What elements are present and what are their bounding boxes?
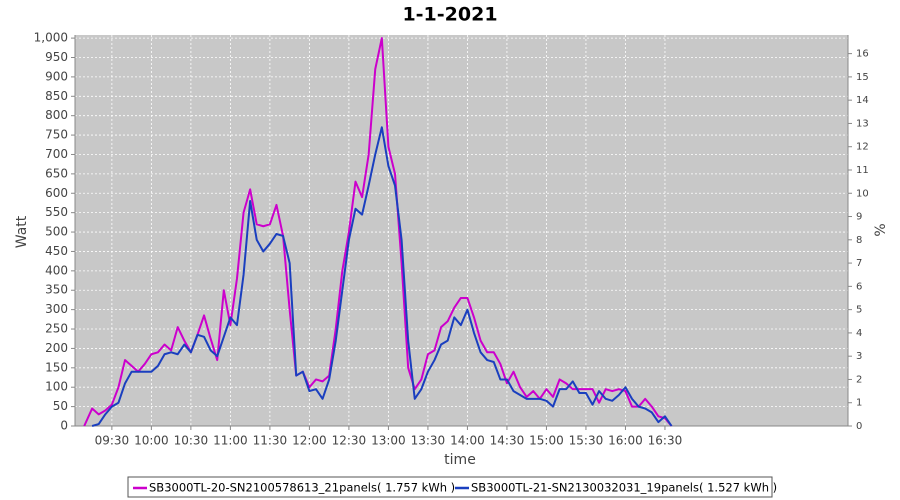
y2-tick-label: 12: [856, 142, 869, 153]
y2-tick-label: 7: [856, 258, 862, 269]
series-line: [91, 126, 673, 427]
x-tick-label: 14:00: [450, 434, 485, 448]
y-tick-label: 250: [45, 322, 68, 336]
x-tick-label: 16:30: [648, 434, 683, 448]
y-tick-label: 700: [45, 147, 68, 161]
y2-tick-label: 9: [856, 212, 862, 223]
y2-tick-label: 16: [856, 49, 869, 60]
x-tick-label: 13:30: [411, 434, 446, 448]
y2-tick-label: 15: [856, 72, 869, 83]
y-tick-label: 50: [53, 399, 68, 413]
x-tick-label: 12:00: [292, 434, 327, 448]
y-tick-label: 350: [45, 283, 68, 297]
series-line: [83, 37, 673, 427]
y2-tick-label: 4: [856, 328, 862, 339]
legend-box: [127, 476, 773, 498]
y-tick-label: 550: [45, 205, 68, 219]
y2-tick-label: 14: [856, 95, 869, 106]
x-tick-label: 15:30: [569, 434, 604, 448]
y-axis-label: Watt: [14, 215, 30, 248]
y2-tick-label: 6: [856, 281, 862, 292]
y-tick-label: 150: [45, 360, 68, 374]
y-tick-label: 400: [45, 263, 68, 277]
x-tick-label: 11:00: [213, 434, 248, 448]
y-tick-label: 950: [45, 50, 68, 64]
y-tick-label: 500: [45, 225, 68, 239]
x-tick-label: 14:30: [490, 434, 525, 448]
chart-title: 1-1-2021: [402, 4, 497, 26]
y2-axis-label: %: [873, 223, 889, 236]
plot-area: [75, 35, 848, 426]
y2-tick-label: 1: [856, 398, 862, 409]
y-tick-label: 800: [45, 108, 68, 122]
x-tick-label: 10:00: [134, 434, 169, 448]
x-tick-label: 12:30: [332, 434, 367, 448]
y-tick-label: 850: [45, 89, 68, 103]
y-tick-label: 450: [45, 244, 68, 258]
y2-tick-label: 11: [856, 165, 869, 176]
y-tick-label: 100: [45, 380, 68, 394]
y-tick-label: 1,000: [34, 31, 68, 45]
y2-tick-label: 10: [856, 188, 869, 199]
y2-tick-label: 3: [856, 351, 862, 362]
y2-tick-label: 8: [856, 235, 862, 246]
y-tick-label: 600: [45, 186, 68, 200]
x-tick-label: 11:30: [253, 434, 288, 448]
y-tick-label: 650: [45, 166, 68, 180]
y-tick-label: 900: [45, 69, 68, 83]
y2-tick-label: 5: [856, 305, 862, 316]
x-tick-label: 09:30: [95, 434, 130, 448]
y-tick-label: 300: [45, 302, 68, 316]
x-tick-label: 16:00: [608, 434, 643, 448]
x-tick-label: 15:00: [529, 434, 564, 448]
y2-tick-label: 13: [856, 118, 869, 129]
x-tick-label: 10:30: [174, 434, 209, 448]
legend-label: SB3000TL-20-SN2100578613_21panels( 1.757…: [149, 481, 455, 495]
x-axis-label: time: [444, 452, 476, 468]
y2-tick-label: 0: [856, 421, 862, 432]
y-tick-label: 200: [45, 341, 68, 355]
legend-label: SB3000TL-21-SN2130032031_19panels( 1.527…: [471, 481, 777, 495]
x-tick-label: 13:00: [371, 434, 406, 448]
y2-tick-label: 2: [856, 374, 862, 385]
y-tick-label: 0: [60, 419, 68, 433]
y-tick-label: 750: [45, 128, 68, 142]
